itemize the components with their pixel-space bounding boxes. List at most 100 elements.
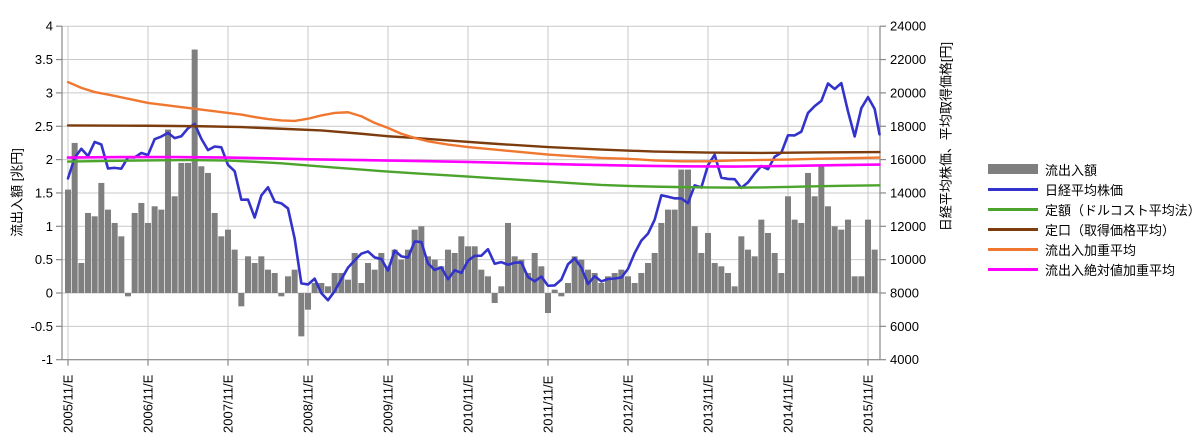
legend-item-3: 定口（取得価格平均） [988,219,1200,239]
legend-line-swatch [988,247,1038,251]
bar-流出入額 [431,259,438,293]
bar-流出入額 [351,252,358,293]
x-tick-label: 2012/11/E [621,374,636,433]
bar-流出入額 [631,282,638,293]
bar-流出入額 [291,269,298,293]
left-tick-label: 3 [46,85,53,100]
left-tick-label: 2.5 [35,119,53,134]
bar-流出入額 [205,172,212,293]
left-tick-label: 2 [46,152,53,167]
bar-流出入額 [678,169,685,293]
bar-流出入額 [851,276,858,293]
bar-流出入額 [785,196,792,293]
bar-流出入額 [231,249,238,293]
right-tick-label: 8000 [890,286,919,301]
bar-流出入額 [178,162,185,293]
bar-流出入額 [365,262,372,293]
legend-item-4: 流出入加重平均 [988,239,1200,259]
left-tick-label: -0.5 [31,319,53,334]
bar-流出入額 [358,282,365,293]
bar-流出入額 [285,276,292,293]
bar-流出入額 [465,246,472,293]
bar-流出入額 [265,269,272,293]
bar-流出入額 [311,282,318,293]
bar-流出入額 [765,232,772,293]
x-tick-label: 2005/11/E [61,374,76,433]
bar-流出入額 [845,219,852,293]
bar-流出入額 [391,249,398,293]
right-tick-label: 24000 [890,19,926,34]
x-tick-label: 2015/11/E [861,374,876,433]
bar-流出入額 [158,209,165,293]
x-tick-label: 2013/11/E [701,374,716,433]
x-tick-label: 2014/11/E [781,374,796,433]
bar-流出入額 [865,219,872,293]
bar-流出入額 [278,293,285,297]
left-tick-label: 0.5 [35,252,53,267]
bar-流出入額 [798,222,805,293]
bar-流出入額 [345,279,352,293]
legend-label: 定額（ドルコスト平均法） [1045,202,1200,218]
bar-流出入額 [405,249,412,293]
bar-流出入額 [371,269,378,293]
legend-label: 流出入加重平均 [1045,242,1137,258]
bar-流出入額 [598,282,605,293]
bar-流出入額 [471,246,478,293]
legend: 流出入額日経平均株価定額（ドルコスト平均法） 定口（取得価格平均） 流出入加重平均流… [988,159,1200,279]
legend-label: 日経平均株価 [1045,182,1124,198]
legend-bar-swatch [988,164,1038,174]
legend-line-swatch [988,227,1038,231]
bar-流出入額 [691,226,698,293]
bar-流出入額 [105,209,112,293]
left-tick-label: -1 [41,352,53,367]
bar-流出入額 [571,256,578,293]
legend-label: 流出入額 [1045,162,1098,178]
bar-流出入額 [245,256,252,293]
bar-流出入額 [591,272,598,293]
bar-流出入額 [778,272,785,293]
legend-line-swatch [988,267,1038,271]
bar-流出入額 [538,266,545,293]
bar-流出入額 [65,189,71,293]
right-tick-label: 10000 [890,252,926,267]
right-axis-title: 日経平均株価、平均取得価格[円] [938,41,954,232]
bar-流出入額 [611,272,618,293]
legend-label: 定口（取得価格平均） [1045,222,1176,238]
bar-流出入額 [85,212,92,293]
bar-流出入額 [825,206,832,293]
bar-流出入額 [411,229,418,293]
bar-流出入額 [418,226,425,293]
bar-流出入額 [451,252,458,293]
bar-流出入額 [165,129,172,293]
bar-流出入額 [871,249,878,293]
line-流出入加重平均 [66,80,881,163]
bar-流出入額 [138,202,145,293]
bar-流出入額 [665,209,672,293]
bar-流出入額 [185,162,192,293]
bar-流出入額 [271,272,278,293]
bar-流出入額 [605,276,612,293]
bar-流出入額 [811,196,818,293]
bar-流出入額 [145,222,152,293]
bar-流出入額 [118,236,125,293]
bar-流出入額 [125,293,132,297]
bar-流出入額 [78,262,85,293]
legend-item-5: 流出入絶対値加重平均 [988,259,1200,279]
bar-流出入額 [211,212,218,293]
bar-流出入額 [671,209,678,293]
legend-line-swatch [988,207,1038,211]
bar-流出入額 [318,282,325,293]
bar-流出入額 [771,252,778,293]
bar-流出入額 [511,256,518,293]
bar-流出入額 [438,266,445,293]
bar-流出入額 [685,169,692,293]
bar-流出入額 [425,256,432,293]
bar-流出入額 [738,236,745,293]
bar-流出入額 [325,286,332,293]
bar-流出入額 [225,229,232,293]
x-tick-label: 2010/11/E [461,374,476,433]
bar-流出入額 [545,293,552,314]
x-tick-label: 2008/11/E [301,374,316,433]
bar-流出入額 [398,259,405,293]
